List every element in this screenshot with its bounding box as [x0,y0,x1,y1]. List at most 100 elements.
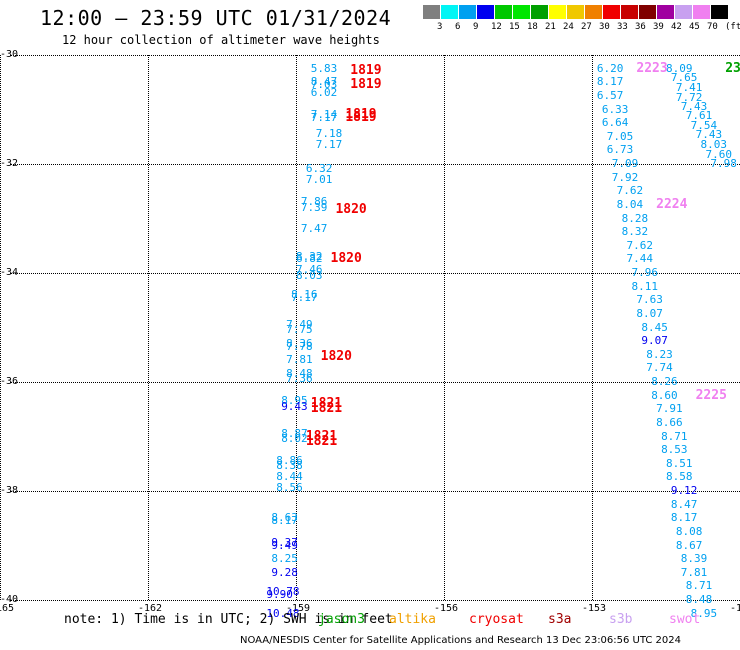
legend-swatch [657,5,674,19]
wave-height-value: 8.11 [631,279,658,293]
wave-height-value: 7.81 [286,353,313,367]
wave-height-value: 7.14 [310,107,338,121]
wave-height-value: 7.46 [296,263,323,277]
wave-height-value: 8.56 [276,481,303,495]
lat-gridline [10,164,740,165]
lat-gridline [10,382,740,383]
legend-level-label: 45 [689,22,700,32]
wave-height-value: 7.60 [705,147,732,161]
wave-height-value: 6.82 [296,252,323,266]
lon-tick-label: -153 [582,603,607,614]
pass-time-label: 1820 [335,202,367,218]
legend-level-label: 18 [527,22,538,32]
wave-height-value: 8.86 [276,454,303,468]
wave-height-value: 8.48 [286,366,313,380]
wave-height-value: 7.91 [656,402,683,416]
wave-height-value: 7.17 [310,110,338,124]
lat-tick-label: -36 [0,376,19,387]
wave-height-value: 7.61 [685,109,713,123]
legend-level-label: 9 [473,22,479,32]
lat-gridline [10,600,740,601]
map-plot-area: -30 -32 -34 -36 -38 -40-165 -162 -159 -156 -153 -1… [0,49,740,620]
wave-height-value: 7.65 [670,70,698,84]
wave-height-value: 8.67 [675,538,703,552]
wave-height-value: 10.48 [266,606,300,620]
pass-time-label: 1821 [305,428,338,444]
wave-height-value: 7.03 [310,77,338,91]
wave-height-value: 7.43 [680,99,708,113]
wave-height-value: 7.74 [646,361,673,375]
wave-height-value: 8.26 [651,375,678,388]
lon-gridline [0,55,1,600]
lat-gridline [10,491,740,492]
wave-height-value: 8.08 [675,524,703,538]
lat-tick-label: -30 [0,49,19,60]
wave-height-value: 8.23 [646,347,673,361]
wave-height-value: 8.03 [700,137,728,151]
wave-height-value: 8.95 [690,606,718,620]
lat-tick-label: -34 [0,267,19,278]
wave-height-value: 6.32 [305,162,333,176]
wave-height-value: 9.37 [271,535,298,549]
wave-height-value: 7.49 [286,317,313,331]
wave-height-value: 10.78 [266,584,300,598]
lon-tick-label: -162 [138,603,163,614]
wave-height-value: 8.44 [276,470,303,484]
lon-tick-label: -165 [0,603,15,614]
legend-swatch [495,5,512,19]
wave-height-value: 6.73 [606,143,634,157]
wave-height-value: 7.44 [626,252,654,266]
wave-height-value: 8.17 [596,75,624,89]
wave-height-value: 8.63 [271,511,298,525]
wave-height-value: 6.02 [310,86,338,100]
wave-height-value: 7.62 [626,238,654,252]
legend-swatch [621,5,638,19]
pass-time-label: 1819 [350,76,382,92]
lon-gridline [592,55,593,600]
legend-level-label: 12 [491,22,502,32]
wave-height-value: 8.48 [685,593,713,606]
lat-tick-label: -38 [0,485,19,496]
legend-swatch [639,5,656,19]
pass-time-label: 2327 [725,60,740,76]
lon-tick-label: -150 [730,603,740,614]
wave-height-value: 8.17 [271,513,298,527]
wave-height-value: 7.17 [291,290,318,304]
pass-time-label: 1819 [345,109,377,125]
wave-height-value: 8.58 [666,470,693,484]
wave-height-value: 9.43 [281,399,308,413]
legend-swatch [603,5,620,19]
wave-height-value: 9.28 [271,565,298,579]
credit-footer: NOAA/NESDIS Center for Satellite Applica… [240,635,682,646]
pass-time-label: 1820 [330,251,362,267]
legend-swatch [477,5,494,19]
legend-swatch [513,5,530,19]
wave-height-value: 8.03 [296,268,323,282]
wave-height-value: 7.17 [315,137,343,151]
pass-time-label: 2224 [656,196,688,212]
wave-height-value: 8.47 [670,497,698,511]
pass-time-label: 2225 [695,387,727,403]
wave-height-value: 8.66 [656,415,683,429]
wave-height-value: 8.38 [276,459,303,473]
legend-swatch [423,5,440,19]
wave-height-value: 7.92 [611,170,639,184]
satellite-name-s3b: s3b [609,612,633,627]
wave-height-value: 7.18 [315,127,343,141]
lon-tick-label: -159 [286,603,311,614]
wave-height-value: 6.33 [601,102,629,116]
legend-swatch [711,5,728,19]
lat-tick-label: -32 [0,158,19,169]
satellite-name-altika: altika [389,612,436,627]
wave-height-value: 8.53 [661,443,688,457]
wave-height-value: 7.96 [631,266,658,279]
satellite-name-jason3: jason3 [318,612,365,627]
legend-level-label: 36 [635,22,646,32]
lat-tick-label: -40 [0,594,19,605]
wave-height-value: 7.78 [286,339,313,353]
page-subtitle: 12 hour collection of altimeter wave hei… [62,33,380,47]
lon-gridline [148,55,149,600]
wave-height-value: 7.41 [675,80,703,94]
wave-height-value: 8.87 [281,426,308,440]
wave-height-value: 8.32 [296,249,323,263]
